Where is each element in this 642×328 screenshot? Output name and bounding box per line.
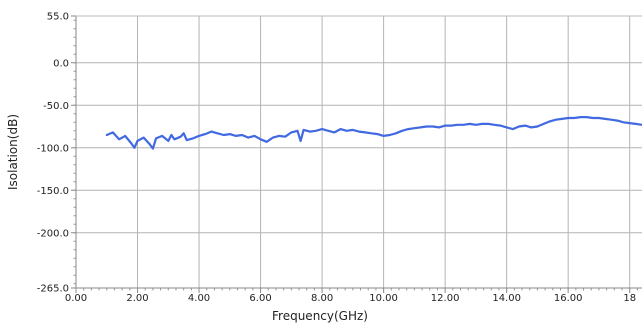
x-tick-label: 8.00 [311, 293, 333, 304]
y-tick-label: -200.0 [37, 228, 69, 239]
x-tick-label: 4.00 [188, 293, 210, 304]
y-tick-label: -50.0 [43, 101, 69, 112]
x-tick-label: 2.00 [126, 293, 148, 304]
x-tick-label: 16.00 [554, 293, 583, 304]
y-axis-label: Isolation(dB) [6, 114, 20, 190]
x-tick-label: 18 [623, 293, 636, 304]
plot-background [76, 16, 642, 288]
vertical-gridlines [137, 16, 631, 288]
y-tick-labels: 55.0 0.0 -50.0 -100.0 -150.0 -200.0 -265.0 [37, 12, 69, 295]
x-tick-label: 14.00 [492, 293, 521, 304]
x-tick-label: 0.00 [65, 293, 87, 304]
x-tick-label: 10.00 [369, 293, 398, 304]
y-tick-label: -265.0 [37, 284, 69, 295]
x-tick-labels: 0.00 2.00 4.00 6.00 8.00 10.00 12.00 14.00 16.00… [65, 293, 636, 304]
x-tick-label: 6.00 [249, 293, 271, 304]
x-axis-label: Frequency(GHz) [272, 309, 368, 323]
series-layer [105, 115, 642, 150]
y-tick-label: 0.0 [53, 58, 69, 69]
y-tick-label: -150.0 [37, 186, 69, 197]
y-tick-label: -100.0 [37, 143, 69, 154]
horizontal-gridlines [76, 62, 642, 234]
x-tick-label: 12.00 [431, 293, 460, 304]
y-tick-label: 55.0 [47, 12, 69, 23]
series-line [105, 115, 642, 150]
